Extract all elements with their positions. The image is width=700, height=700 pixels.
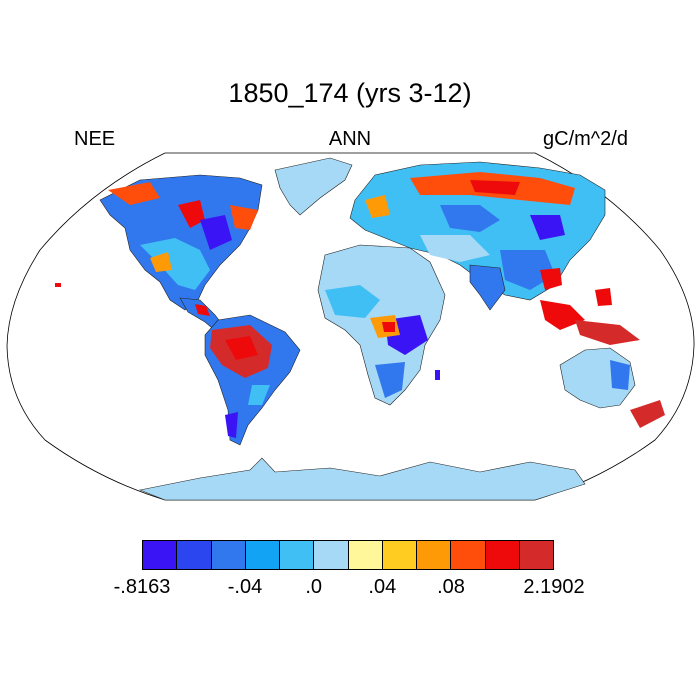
antarctica	[138, 457, 586, 501]
colorbar-box	[314, 541, 349, 569]
africa	[317, 244, 446, 406]
colorbar-box	[211, 541, 246, 569]
colorbar-tick-label: .0	[305, 576, 322, 598]
colorbar-box	[245, 541, 280, 569]
greenland	[274, 157, 353, 216]
colorbar-tick-label: -.8163	[113, 576, 171, 598]
colorbar-box	[143, 541, 178, 569]
colorbar-tick-label: .08	[437, 576, 465, 598]
south-america	[204, 314, 301, 446]
colorbar-tick-label: .04	[368, 576, 397, 598]
colorbar-tick-label: -.04	[227, 576, 263, 598]
colorbar-box	[451, 541, 486, 569]
colorbar-box	[348, 541, 383, 569]
australia	[559, 347, 665, 428]
eurasia	[349, 161, 640, 345]
colorbar-tick-label: 2.1902	[523, 576, 585, 598]
colorbar-box	[417, 541, 452, 569]
colorbar-box	[382, 541, 417, 569]
variable-label: NEE	[74, 128, 116, 150]
island-marker	[435, 370, 440, 380]
colorbar-box	[519, 541, 553, 569]
colorbar-box	[485, 541, 520, 569]
island-marker	[55, 283, 61, 287]
colorbar-box	[280, 541, 315, 569]
units-label: gC/m^2/d	[543, 128, 628, 150]
north-america	[99, 174, 263, 334]
colorbar	[142, 540, 554, 570]
period-label: ANN	[328, 128, 372, 150]
colorbar-box	[177, 541, 212, 569]
map-title: 1850_174 (yrs 3-12)	[228, 78, 472, 108]
